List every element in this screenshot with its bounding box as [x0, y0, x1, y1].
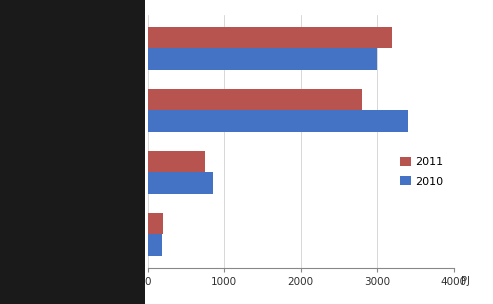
Bar — [148, 213, 163, 234]
Bar — [148, 234, 162, 256]
Bar — [148, 172, 213, 194]
Bar — [148, 151, 205, 172]
Text: PJ: PJ — [461, 276, 470, 286]
Bar — [148, 27, 392, 48]
Legend: 2011, 2010: 2011, 2010 — [395, 152, 448, 191]
Bar — [148, 110, 408, 132]
Bar — [148, 89, 362, 110]
Bar — [148, 48, 377, 70]
